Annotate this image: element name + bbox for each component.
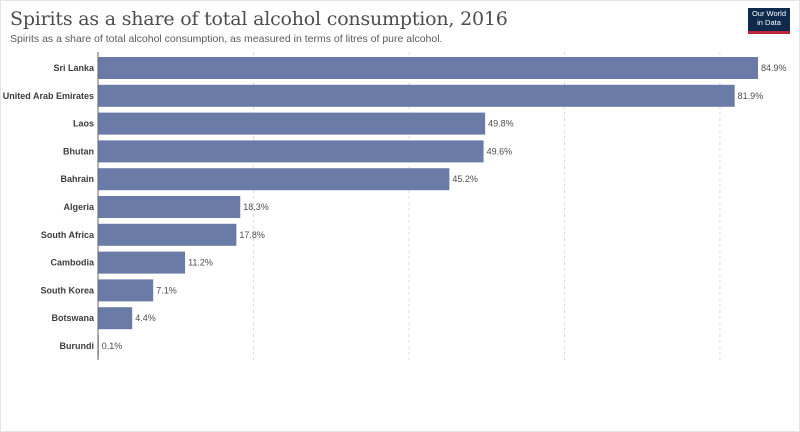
bars: [98, 57, 758, 357]
logo-line-1: Our World: [751, 9, 787, 18]
value-label: 11.2%: [188, 258, 213, 268]
value-label: 45.2%: [452, 174, 478, 184]
bar[interactable]: [98, 279, 154, 302]
bar[interactable]: [98, 168, 450, 191]
category-label: Cambodia: [50, 258, 95, 268]
bar[interactable]: [98, 140, 484, 163]
value-label: 18.3%: [243, 202, 269, 212]
category-label: Algeria: [63, 202, 95, 212]
value-label: 0.1%: [102, 341, 123, 351]
category-label: Bahrain: [60, 174, 94, 184]
owid-logo[interactable]: Our World in Data: [748, 8, 790, 34]
value-label: 17.8%: [239, 230, 265, 240]
chart-subtitle: Spirits as a share of total alcohol cons…: [10, 33, 443, 45]
value-label: 84.9%: [761, 63, 787, 73]
logo-line-2: in Data: [757, 17, 781, 27]
value-label: 7.1%: [156, 285, 177, 295]
category-label: South Korea: [40, 285, 94, 295]
value-label: 4.4%: [135, 313, 156, 323]
value-label: 81.9%: [738, 91, 764, 101]
bar[interactable]: [98, 196, 241, 218]
labels: Sri Lanka 84.9% United Arab Emirates 81.9% L…: [3, 63, 787, 351]
category-label: Botswana: [51, 313, 95, 323]
bar[interactable]: [98, 112, 486, 135]
category-label: Laos: [73, 119, 94, 129]
bar[interactable]: [98, 251, 186, 274]
chart-title: Spirits as a share of total alcohol cons…: [10, 8, 508, 30]
bar[interactable]: [98, 223, 237, 246]
category-label: Burundi: [60, 341, 95, 351]
value-label: 49.8%: [488, 119, 514, 129]
category-label: South Africa: [41, 230, 95, 240]
category-label: Sri Lanka: [53, 63, 95, 73]
bar[interactable]: [98, 84, 735, 107]
value-label: 49.6%: [487, 146, 513, 156]
bar[interactable]: [98, 57, 758, 79]
category-label: Bhutan: [63, 146, 94, 156]
bar[interactable]: [98, 307, 133, 330]
category-label: United Arab Emirates: [3, 91, 94, 101]
